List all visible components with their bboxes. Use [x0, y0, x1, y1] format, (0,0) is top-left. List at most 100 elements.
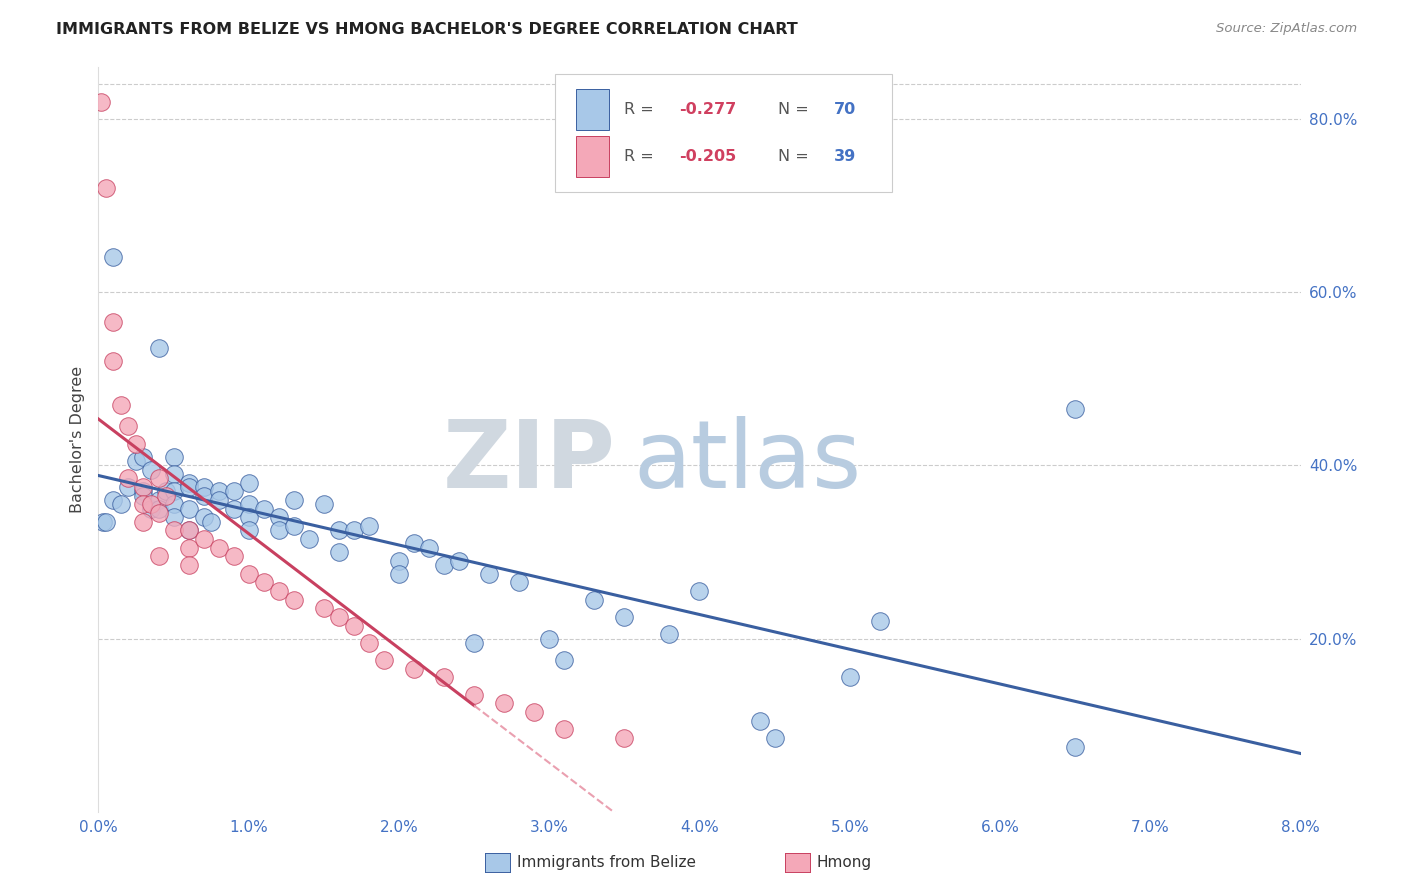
Text: -0.205: -0.205	[679, 149, 737, 164]
Point	[328, 523, 350, 537]
Point	[748, 714, 770, 728]
Point	[238, 475, 260, 490]
Point	[283, 519, 305, 533]
Point	[162, 510, 184, 524]
Point	[267, 510, 290, 524]
Point	[208, 541, 231, 555]
Point	[177, 541, 200, 555]
Point	[208, 484, 231, 499]
Point	[312, 601, 335, 615]
Text: atlas: atlas	[633, 416, 862, 508]
Point	[177, 558, 200, 572]
Point	[148, 492, 170, 507]
Point	[94, 181, 117, 195]
FancyBboxPatch shape	[575, 89, 609, 130]
Point	[463, 688, 485, 702]
Point	[838, 671, 860, 685]
Point	[1064, 739, 1087, 754]
Point	[155, 489, 177, 503]
Point	[148, 506, 170, 520]
Point	[200, 515, 222, 529]
Point	[463, 636, 485, 650]
Point	[433, 558, 456, 572]
Point	[110, 398, 132, 412]
Point	[658, 627, 681, 641]
Point	[162, 450, 184, 464]
Point	[177, 523, 200, 537]
Point	[148, 501, 170, 516]
Point	[494, 697, 516, 711]
Point	[117, 480, 139, 494]
Point	[613, 731, 636, 745]
Point	[689, 583, 711, 598]
Point	[238, 566, 260, 581]
Point	[343, 618, 366, 632]
Text: N =: N =	[778, 149, 814, 164]
Point	[388, 566, 411, 581]
Point	[132, 450, 155, 464]
Point	[117, 471, 139, 485]
Point	[162, 467, 184, 481]
Point	[478, 566, 501, 581]
Point	[583, 592, 606, 607]
Text: -0.277: -0.277	[679, 102, 737, 117]
Point	[125, 454, 148, 468]
Point	[267, 583, 290, 598]
Point	[110, 497, 132, 511]
Text: Source: ZipAtlas.com: Source: ZipAtlas.com	[1216, 22, 1357, 36]
Point	[132, 489, 155, 503]
Point	[193, 480, 215, 494]
Point	[91, 515, 114, 529]
Point	[328, 610, 350, 624]
Text: 39: 39	[834, 149, 856, 164]
Text: N =: N =	[778, 102, 814, 117]
Point	[222, 484, 245, 499]
Point	[418, 541, 440, 555]
Point	[253, 575, 276, 590]
Point	[433, 671, 456, 685]
Point	[283, 592, 305, 607]
Point	[177, 475, 200, 490]
Point	[357, 636, 380, 650]
Point	[869, 614, 891, 628]
Point	[132, 484, 155, 499]
Point	[103, 315, 125, 329]
Point	[253, 501, 276, 516]
Point	[508, 575, 530, 590]
Point	[103, 251, 125, 265]
Point	[763, 731, 786, 745]
Point	[553, 723, 575, 737]
Point	[177, 480, 200, 494]
Point	[103, 492, 125, 507]
Point	[388, 553, 411, 567]
FancyBboxPatch shape	[555, 74, 891, 192]
Point	[117, 419, 139, 434]
Text: Hmong: Hmong	[817, 855, 872, 870]
Text: IMMIGRANTS FROM BELIZE VS HMONG BACHELOR'S DEGREE CORRELATION CHART: IMMIGRANTS FROM BELIZE VS HMONG BACHELOR…	[56, 22, 799, 37]
Point	[222, 549, 245, 564]
Point	[162, 497, 184, 511]
Text: ZIP: ZIP	[443, 416, 616, 508]
Point	[148, 549, 170, 564]
Point	[155, 484, 177, 499]
Point	[139, 501, 162, 516]
Point	[132, 497, 155, 511]
Point	[447, 553, 470, 567]
Point	[238, 510, 260, 524]
Point	[208, 492, 231, 507]
Point	[125, 436, 148, 450]
Text: R =: R =	[624, 102, 658, 117]
Point	[357, 519, 380, 533]
Point	[373, 653, 395, 667]
Y-axis label: Bachelor's Degree: Bachelor's Degree	[69, 366, 84, 513]
Point	[328, 545, 350, 559]
Text: 70: 70	[834, 102, 856, 117]
Point	[139, 462, 162, 476]
Point	[283, 492, 305, 507]
Point	[193, 489, 215, 503]
Point	[193, 532, 215, 546]
Point	[538, 632, 561, 646]
Point	[177, 501, 200, 516]
Point	[402, 662, 425, 676]
Point	[222, 501, 245, 516]
